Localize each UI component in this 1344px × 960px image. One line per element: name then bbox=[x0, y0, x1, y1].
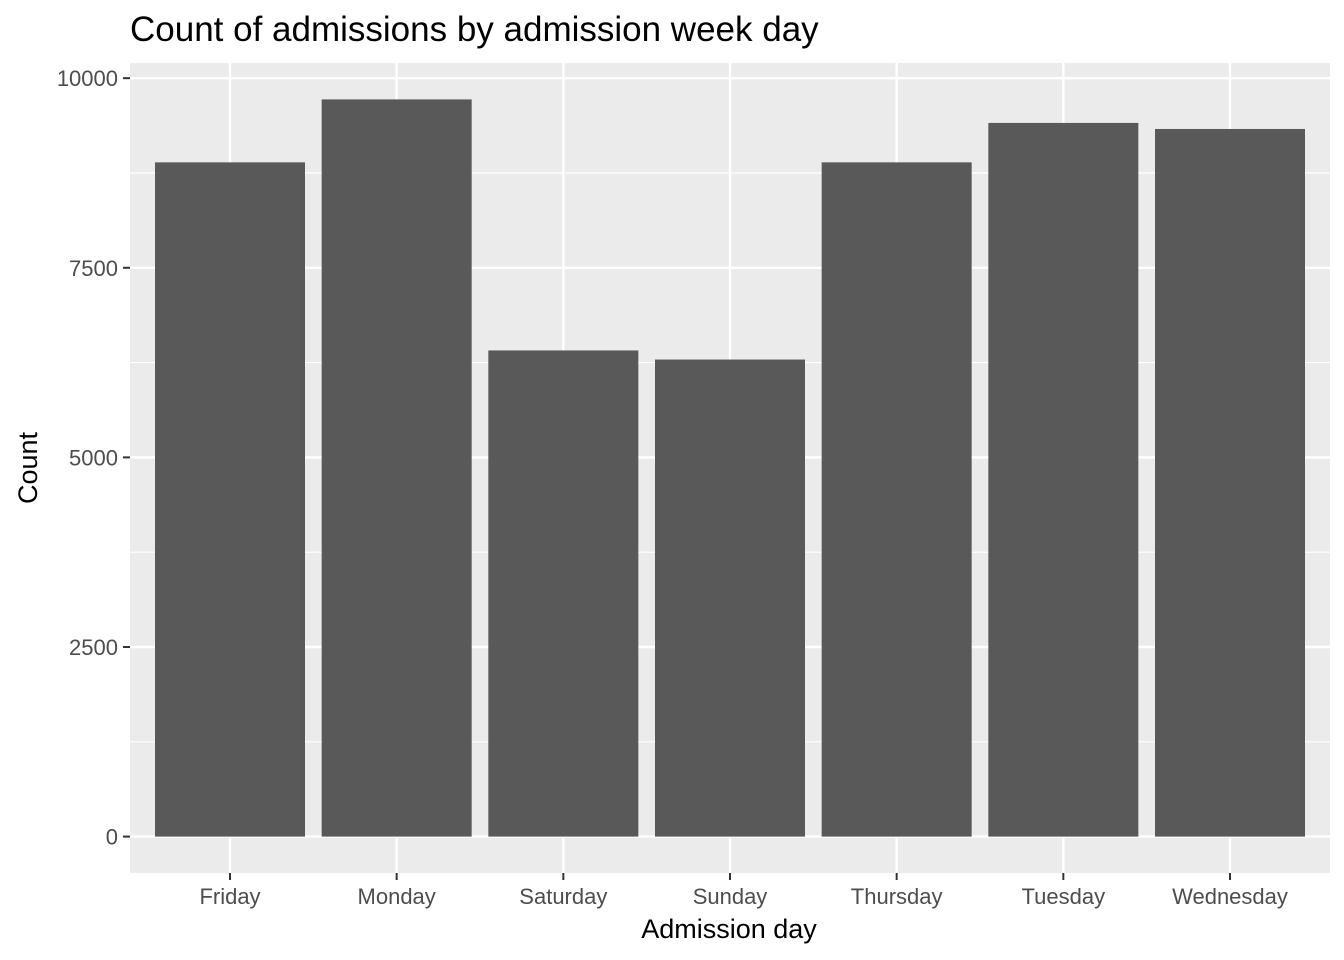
chart-title: Count of admissions by admission week da… bbox=[130, 10, 819, 49]
bar-wednesday bbox=[1155, 128, 1305, 837]
y-tick-label: 7500 bbox=[69, 256, 118, 281]
x-tick-label-sunday: Sunday bbox=[693, 884, 768, 909]
bar-sunday bbox=[655, 359, 805, 837]
bars bbox=[155, 99, 1305, 837]
x-tick-label-saturday: Saturday bbox=[519, 884, 607, 909]
y-axis: 0 2500 5000 7500 10000 bbox=[57, 66, 130, 850]
x-tick-label-friday: Friday bbox=[199, 884, 260, 909]
x-tick-label-monday: Monday bbox=[358, 884, 436, 909]
x-tick-label-tuesday: Tuesday bbox=[1022, 884, 1106, 909]
bar-thursday bbox=[821, 162, 972, 837]
x-tick-label-thursday: Thursday bbox=[851, 884, 943, 909]
x-tick-label-wednesday: Wednesday bbox=[1172, 884, 1288, 909]
y-tick-label: 0 bbox=[106, 825, 118, 850]
x-axis-title: Admission day bbox=[641, 914, 817, 944]
bar-monday bbox=[321, 99, 472, 837]
y-tick-label: 5000 bbox=[69, 445, 118, 470]
bar-tuesday bbox=[988, 122, 1139, 837]
y-tick-label: 10000 bbox=[57, 66, 118, 91]
bar-saturday bbox=[488, 350, 639, 837]
x-axis: Friday Monday Saturday Sunday Thursday Tuesda… bbox=[199, 873, 1288, 909]
bar-friday bbox=[155, 162, 305, 837]
y-axis-title: Count bbox=[13, 431, 43, 504]
y-tick-label: 2500 bbox=[69, 635, 118, 660]
